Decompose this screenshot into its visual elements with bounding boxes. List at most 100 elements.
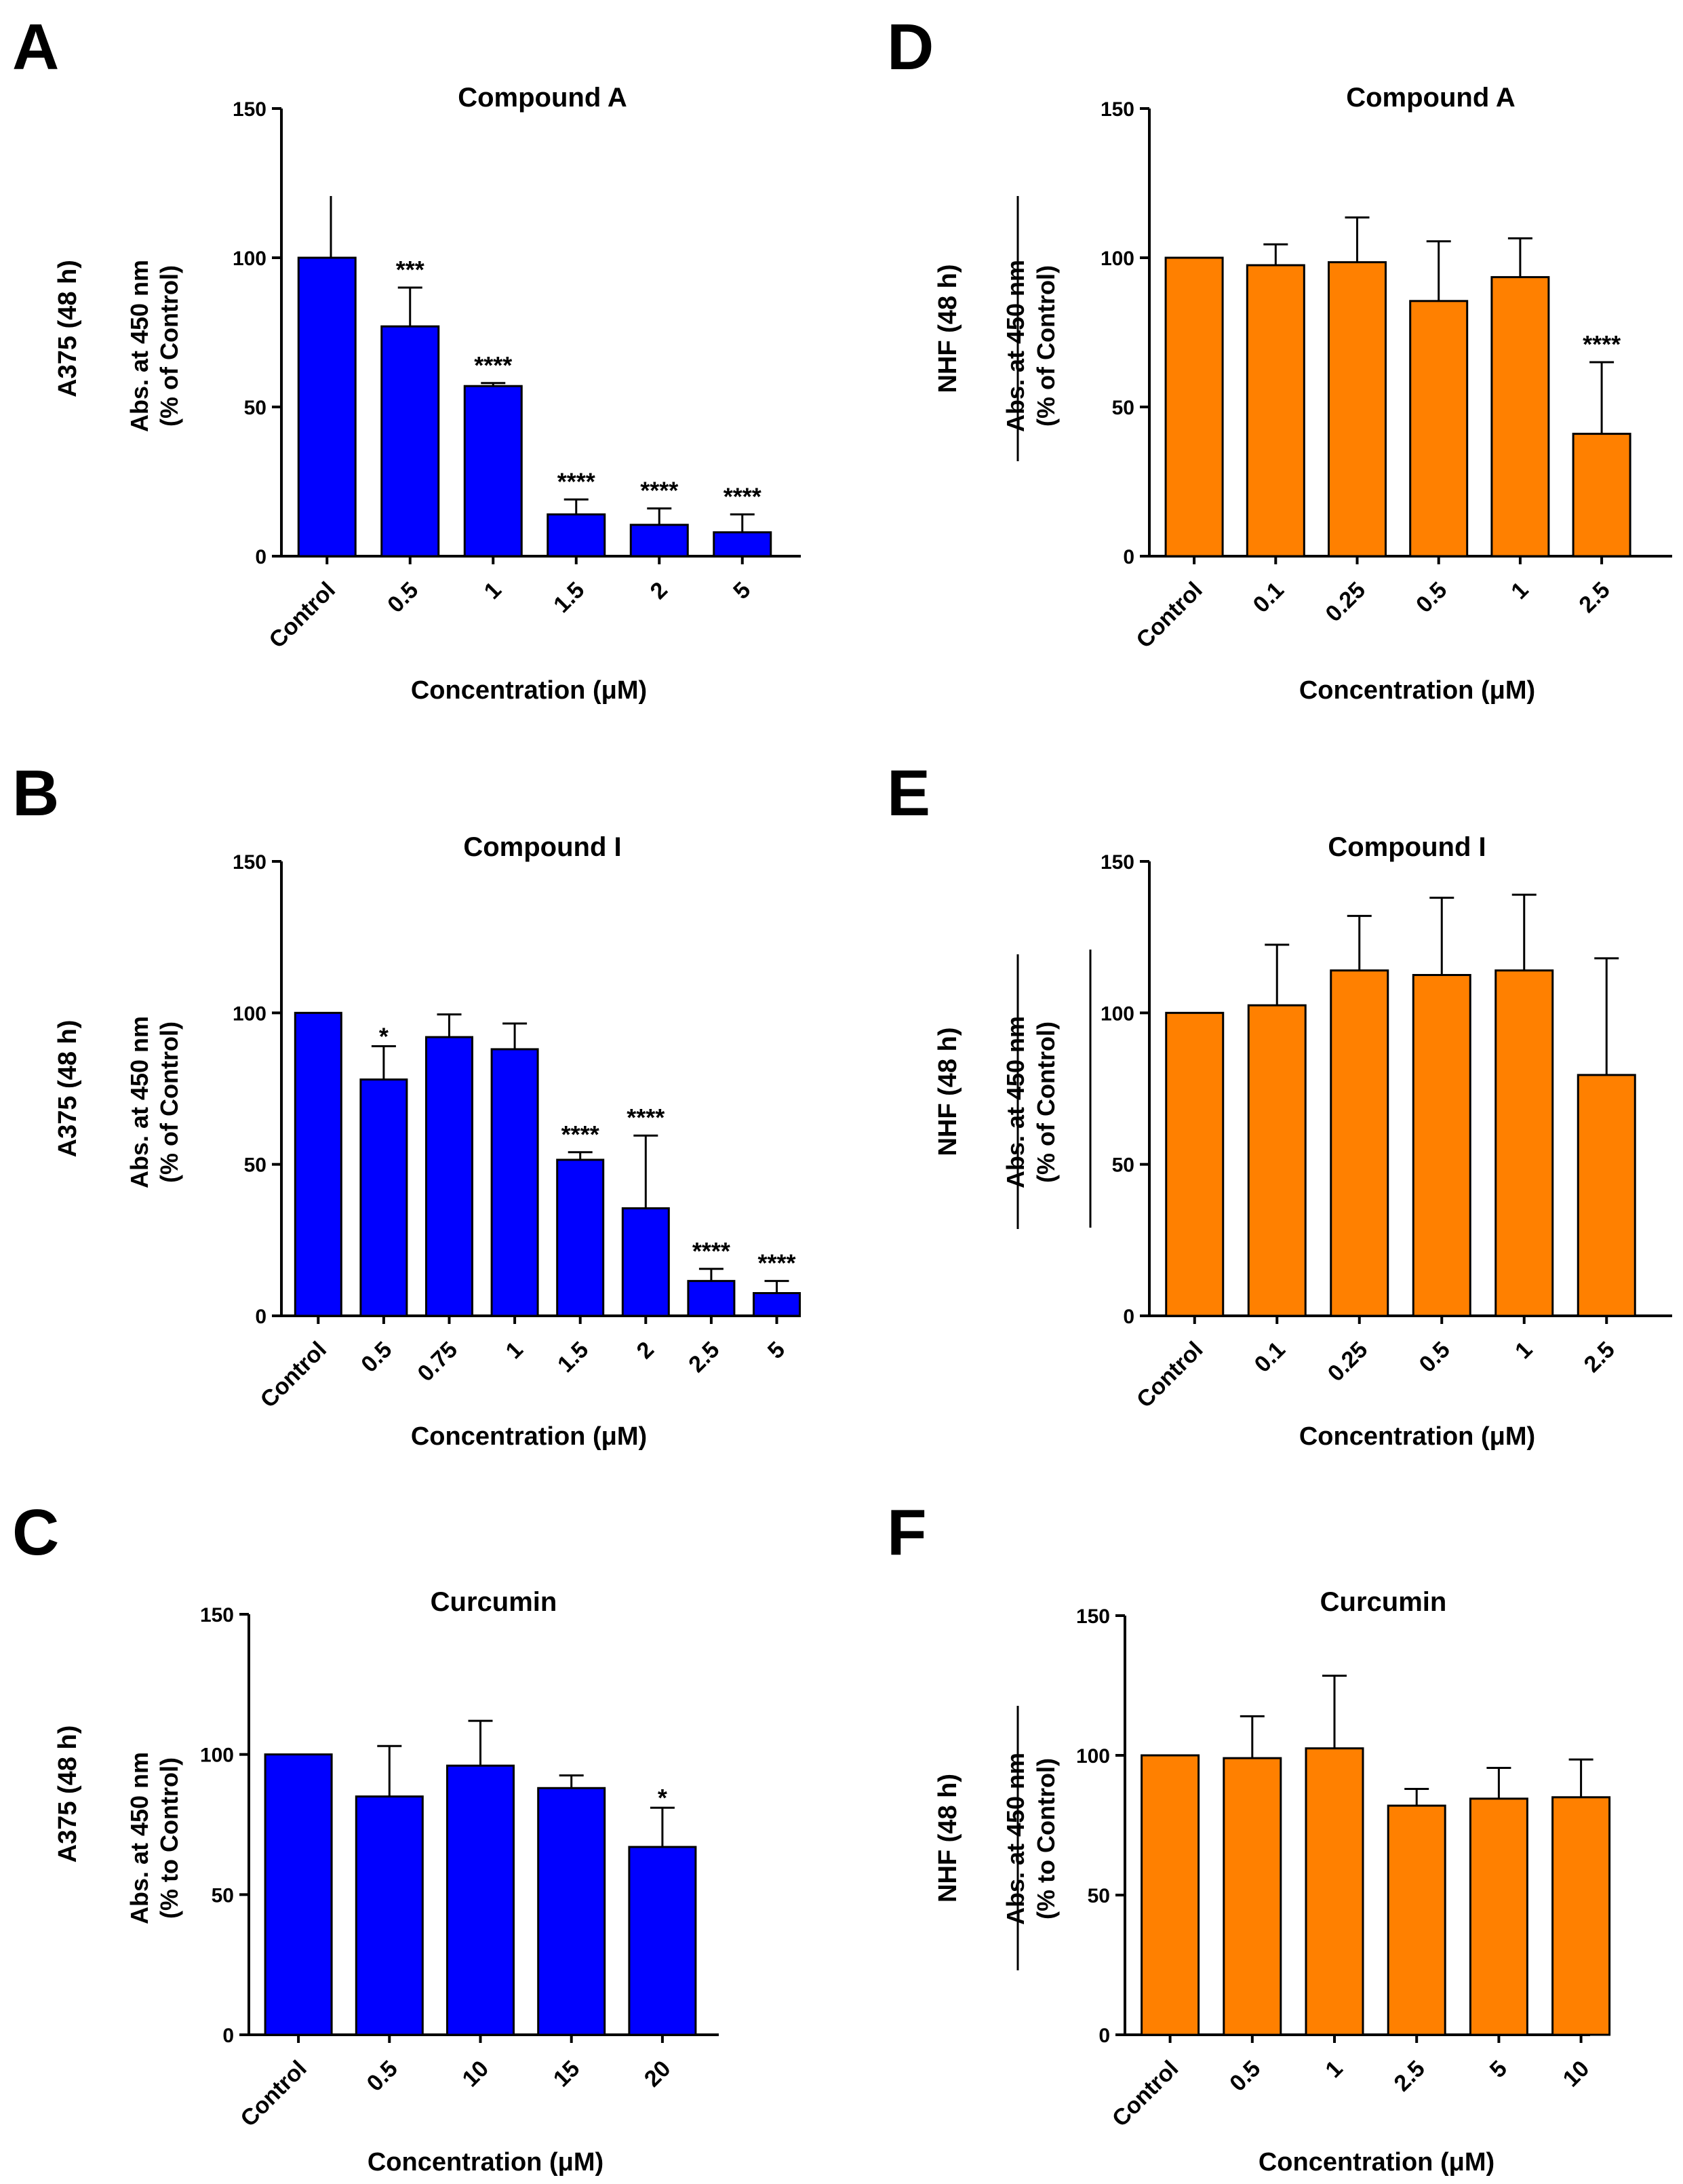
y-tick-label: 100 — [1101, 1002, 1134, 1025]
x-axis-label: Concentration (μM) — [1259, 2148, 1494, 2177]
panel-d: D Compound A NHF (48 h) Abs. at 450 nm (% of… — [887, 11, 1672, 705]
x-tick-label: 1.5 — [553, 1337, 593, 1378]
x-tick-label: 15 — [549, 2056, 585, 2092]
bar — [490, 1048, 539, 1317]
x-tick-label: 1 — [501, 1337, 528, 1364]
x-tick-label: 0.5 — [1225, 2056, 1265, 2097]
y-label-line: (% of Control) — [1032, 265, 1060, 427]
bar — [621, 1207, 670, 1317]
significance-label: * — [379, 1022, 389, 1050]
bar — [294, 1011, 342, 1317]
x-tick-label: 2.5 — [1579, 1337, 1620, 1378]
y-tick-label: 50 — [1088, 1885, 1110, 1907]
bar — [1469, 1797, 1528, 2036]
y-tick-label: 50 — [1112, 1154, 1134, 1177]
y-tick-label: 150 — [1076, 1605, 1110, 1628]
y-tick-label: 150 — [233, 851, 266, 874]
bar — [1165, 1011, 1225, 1317]
x-tick-label: 20 — [639, 2056, 676, 2092]
panel-letter: B — [12, 757, 59, 830]
x-axis-label: Concentration (μM) — [1299, 1422, 1535, 1451]
y-tick-label: 100 — [1076, 1745, 1110, 1768]
significance-label: **** — [557, 467, 595, 495]
bar — [1328, 261, 1387, 558]
y-tick-label: 150 — [1101, 98, 1134, 121]
y-label-outer: NHF (48 h) — [934, 265, 962, 393]
significance-label: **** — [1583, 330, 1621, 358]
bar — [1494, 969, 1554, 1317]
y-label-line: (% of Control) — [155, 265, 183, 427]
x-tick-label: 5 — [763, 1337, 790, 1364]
y-label-line: Abs. at 450 nm — [1002, 1753, 1029, 1925]
x-tick-label: 0.5 — [1411, 577, 1452, 618]
y-label-outer: NHF (48 h) — [934, 1774, 962, 1903]
x-tick-label: Control — [1132, 1337, 1208, 1413]
x-axis-label: Concentration (μM) — [411, 676, 647, 705]
y-tick-label: 150 — [1101, 851, 1134, 874]
bar — [355, 1795, 424, 2036]
bar — [1551, 1796, 1611, 2036]
x-axis-label: Concentration (μM) — [368, 2148, 603, 2177]
x-tick-label: 1.5 — [549, 577, 589, 618]
chart-title: Compound I — [463, 832, 621, 862]
bar — [1141, 1754, 1200, 2036]
bar — [1577, 1074, 1636, 1317]
x-tick-label: 2.5 — [1574, 577, 1615, 618]
x-tick-label: 1 — [479, 577, 507, 604]
x-tick-label: Control — [235, 2056, 311, 2132]
y-tick-label: 100 — [233, 1002, 266, 1025]
x-tick-label: 0.5 — [1414, 1337, 1455, 1378]
bar — [425, 1036, 473, 1317]
bar — [713, 531, 772, 558]
x-tick-label: 0.25 — [1320, 577, 1370, 627]
y-tick-label: 100 — [233, 248, 266, 270]
bar — [687, 1280, 736, 1317]
x-tick-label: 1 — [1510, 1337, 1537, 1364]
bar — [297, 256, 357, 558]
panel-letter: F — [887, 1496, 927, 1569]
y-label-outer: A375 (48 h) — [54, 260, 82, 397]
y-tick-label: 0 — [255, 1306, 266, 1328]
bar — [1247, 1004, 1307, 1317]
bar — [537, 1787, 606, 2036]
bar — [446, 1764, 515, 2036]
significance-label: *** — [396, 256, 424, 284]
bar — [1223, 1757, 1282, 2036]
x-tick-label: 0.5 — [362, 2056, 403, 2097]
x-tick-label: 10 — [458, 2056, 494, 2092]
x-tick-label: 2.5 — [1389, 2056, 1430, 2097]
x-tick-label: Control — [256, 1337, 332, 1413]
bar — [556, 1158, 605, 1317]
y-tick-label: 50 — [244, 1154, 266, 1177]
y-tick-label: 0 — [1123, 546, 1134, 568]
bar — [628, 1846, 697, 2036]
significance-label: **** — [724, 482, 761, 510]
bar — [1387, 1804, 1446, 2036]
chart-title: Curcumin — [1320, 1587, 1447, 1617]
y-label-line: Abs. at 450 nm — [125, 1016, 153, 1188]
panel-letter: C — [12, 1496, 59, 1569]
panel-f: F Curcumin NHF (48 h) Abs. at 450 nm (% to C… — [887, 1496, 1611, 2177]
bar — [1409, 300, 1469, 558]
x-tick-label: Control — [1107, 2056, 1183, 2132]
bar — [753, 1292, 801, 1317]
panel-letter: D — [887, 11, 934, 83]
panel-letter: A — [12, 11, 59, 83]
bar — [1305, 1747, 1364, 2036]
bar — [463, 385, 523, 558]
bar — [359, 1078, 408, 1317]
x-tick-label: 1 — [1320, 2056, 1347, 2083]
x-tick-label: 0.5 — [382, 577, 423, 618]
x-tick-label: 5 — [728, 577, 755, 604]
x-tick-label: 0.75 — [412, 1337, 462, 1387]
y-tick-label: 50 — [244, 397, 266, 419]
y-label-outer: A375 (48 h) — [54, 1725, 82, 1863]
x-tick-label: 5 — [1485, 2056, 1512, 2083]
x-tick-label: Control — [1131, 577, 1207, 653]
bar — [1572, 433, 1631, 558]
x-tick-label: 0.1 — [1250, 1337, 1290, 1378]
y-tick-label: 150 — [200, 1604, 234, 1626]
x-tick-label: Control — [264, 577, 340, 653]
y-tick-label: 0 — [222, 2025, 234, 2047]
